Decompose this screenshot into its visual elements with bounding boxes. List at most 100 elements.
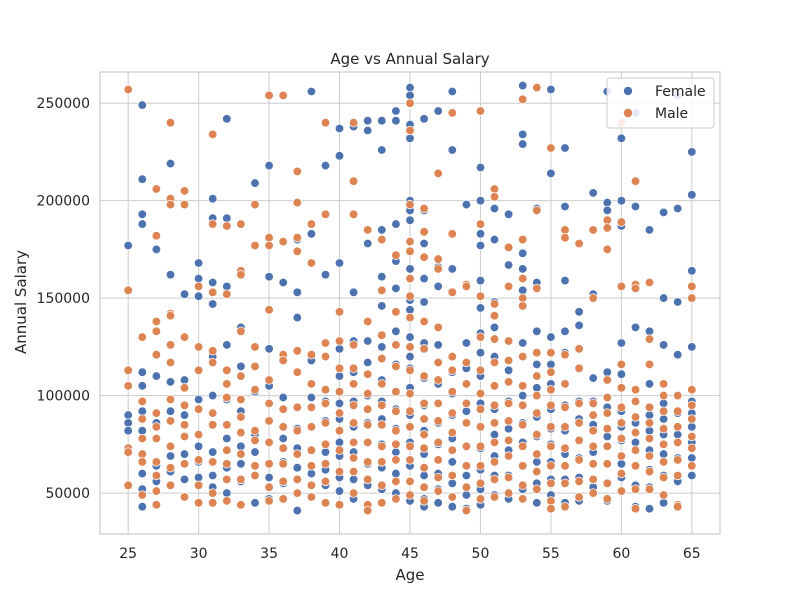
data-point-female — [306, 86, 317, 97]
data-point-male — [518, 461, 528, 471]
data-point-male — [264, 305, 274, 315]
data-point-female — [687, 453, 697, 463]
data-point-male — [292, 233, 302, 243]
data-point-female — [292, 463, 302, 473]
data-point-male — [560, 502, 570, 512]
data-point-male — [546, 461, 556, 471]
data-point-male — [644, 402, 655, 412]
data-point-male — [151, 231, 162, 241]
data-point-female — [264, 344, 274, 354]
data-point-female — [673, 203, 683, 214]
data-point-male — [433, 416, 443, 426]
x-axis-ticks: 25 30 35 40 45 50 55 60 65 — [119, 546, 700, 562]
data-point-female — [391, 219, 401, 229]
data-point-female — [377, 301, 387, 311]
data-point-male — [602, 244, 612, 255]
data-point-male — [348, 176, 359, 186]
data-point-male — [179, 431, 190, 442]
data-point-male — [687, 281, 697, 292]
data-point-male — [222, 445, 232, 455]
data-point-male — [447, 351, 457, 362]
data-point-male — [602, 392, 612, 403]
data-point-male — [193, 342, 204, 352]
data-point-female — [560, 326, 570, 336]
data-point-male — [334, 426, 345, 436]
data-point-female — [236, 459, 246, 469]
data-point-male — [419, 227, 429, 237]
data-point-male — [405, 98, 415, 108]
data-point-male — [292, 246, 302, 256]
data-point-male — [546, 504, 556, 514]
data-point-male — [391, 494, 401, 504]
data-point-male — [123, 84, 133, 95]
data-point-female — [320, 270, 331, 280]
data-point-female — [588, 188, 598, 198]
data-point-female — [193, 441, 204, 451]
data-point-male — [123, 447, 133, 457]
data-point-male — [348, 488, 359, 498]
data-point-male — [532, 429, 542, 440]
data-point-female — [292, 505, 302, 516]
data-point-female — [518, 80, 528, 91]
x-tick-label: 30 — [190, 546, 208, 562]
data-point-male — [419, 203, 429, 214]
data-point-male — [151, 457, 162, 467]
data-point-male — [588, 410, 598, 420]
data-point-female — [433, 498, 443, 508]
data-point-male — [658, 439, 669, 449]
data-point-male — [602, 478, 612, 488]
data-point-female — [687, 470, 697, 481]
data-point-female — [179, 410, 190, 420]
data-point-male — [489, 457, 500, 467]
data-point-male — [165, 416, 176, 426]
data-point-male — [616, 402, 627, 412]
x-axis-label: Age — [395, 566, 424, 584]
data-point-male — [292, 402, 302, 412]
data-point-male — [687, 443, 697, 453]
data-point-female — [489, 429, 500, 440]
data-point-male — [278, 443, 288, 453]
data-point-male — [602, 494, 612, 504]
data-point-female — [630, 322, 641, 333]
data-point-male — [334, 307, 345, 317]
data-point-female — [391, 447, 401, 457]
data-point-male — [250, 342, 260, 352]
series-male — [123, 82, 697, 516]
data-point-male — [447, 365, 457, 375]
data-point-female — [236, 441, 246, 451]
data-point-male — [475, 365, 486, 375]
data-point-male — [503, 398, 514, 409]
data-point-male — [588, 441, 598, 451]
data-point-male — [687, 414, 697, 424]
data-point-male — [137, 449, 147, 459]
data-point-male — [292, 346, 302, 356]
data-point-male — [574, 238, 584, 249]
data-point-male — [616, 486, 627, 496]
data-point-male — [447, 427, 457, 438]
data-point-female — [278, 277, 288, 288]
data-point-female — [250, 447, 260, 457]
data-point-male — [222, 379, 232, 389]
data-point-male — [320, 418, 331, 428]
data-point-male — [193, 281, 204, 292]
data-point-male — [165, 199, 176, 210]
data-point-male — [363, 388, 373, 399]
data-point-female — [447, 478, 457, 488]
data-point-female — [123, 240, 133, 251]
data-point-male — [644, 359, 655, 370]
data-point-male — [673, 455, 683, 465]
data-point-female — [334, 371, 345, 381]
data-point-male — [151, 433, 162, 444]
data-point-female — [644, 504, 655, 514]
data-point-female — [137, 502, 147, 512]
data-point-male — [377, 420, 387, 430]
data-point-male — [560, 461, 570, 471]
data-point-female — [461, 490, 472, 500]
data-point-male — [250, 426, 260, 436]
data-point-male — [377, 480, 387, 490]
data-point-male — [489, 400, 500, 410]
data-point-male — [574, 344, 584, 354]
legend-marker-female — [623, 86, 634, 97]
data-point-male — [532, 390, 542, 401]
data-point-male — [137, 457, 147, 467]
